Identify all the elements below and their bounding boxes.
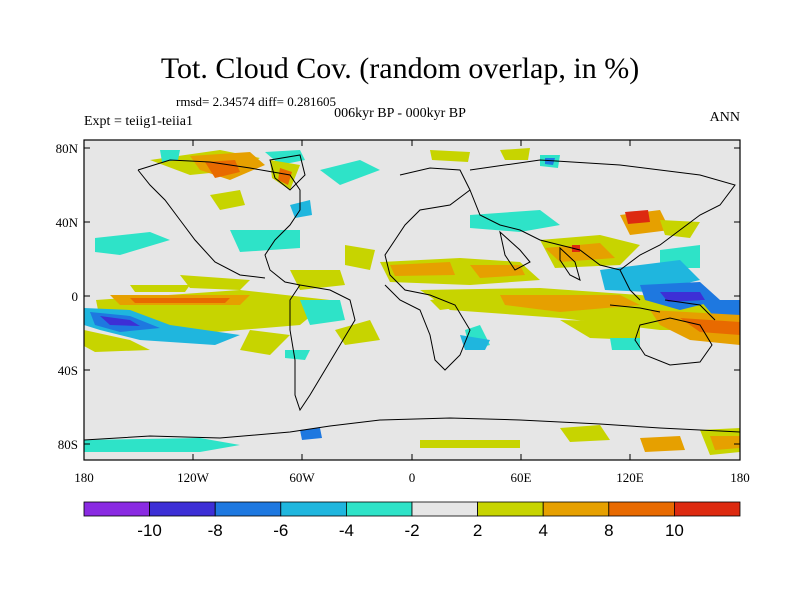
colorbar-swatch (280, 501, 347, 517)
lon-label: 180 (74, 470, 94, 485)
lon-label: 60E (511, 470, 532, 485)
map-title: Tot. Cloud Cov. (random overlap, in %) (160, 52, 640, 85)
colorbar-label: 10 (665, 521, 684, 540)
colorbar-label: -4 (339, 521, 354, 540)
lat-label: 0 (72, 289, 79, 304)
colorbar-label: 8 (604, 521, 613, 540)
lon-label: 120E (616, 470, 644, 485)
colorbar-label: -2 (404, 521, 419, 540)
season-label: ANN (709, 110, 740, 125)
colorbar-label: -6 (273, 521, 288, 540)
colorbar-swatch (83, 501, 150, 517)
lat-label: 80S (58, 437, 78, 452)
period-subtitle: 006kyr BP - 000kyr BP (334, 106, 466, 121)
colorbar-swatch (149, 501, 216, 517)
lat-label: 40N (56, 215, 79, 230)
colorbar-swatch (674, 501, 741, 517)
coastlines (84, 154, 740, 441)
colorbar-swatch (477, 501, 544, 517)
colorbar-label: 4 (538, 521, 547, 540)
stats-text: rmsd= 2.34574 diff= 0.281605 (176, 94, 336, 109)
colorbar-swatch (542, 501, 610, 517)
lon-label: 0 (409, 470, 416, 485)
anomaly-fields (84, 148, 740, 455)
colorbar-swatch (345, 501, 413, 517)
colorbar-label: -10 (137, 521, 162, 540)
colorbar-swatch (411, 501, 478, 517)
colorbar: -10 -8 -6 -4 -2 2 4 8 10 (83, 501, 741, 540)
lat-label: 40S (58, 363, 78, 378)
experiment-label: Expt = teiig1-teiia1 (84, 114, 193, 129)
colorbar-swatch (608, 501, 675, 517)
lon-label: 60W (289, 470, 315, 485)
colorbar-swatch (214, 501, 282, 517)
axis-ticks (84, 140, 740, 460)
lon-label: 120W (177, 470, 210, 485)
colorbar-label: 2 (473, 521, 482, 540)
lon-label: 180 (730, 470, 750, 485)
colorbar-label: -8 (208, 521, 223, 540)
lat-label: 80N (56, 141, 79, 156)
